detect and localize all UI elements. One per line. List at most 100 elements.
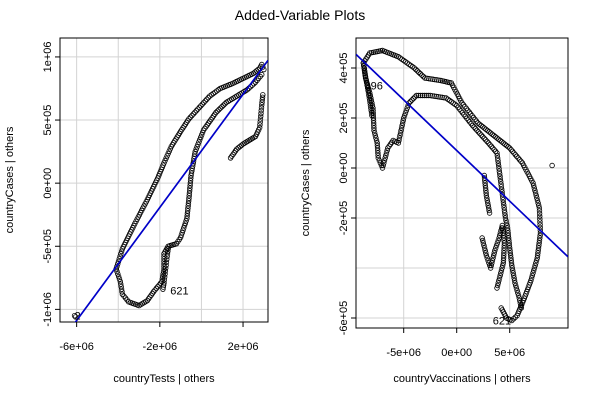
data-point: [498, 184, 505, 190]
data-point: [498, 305, 504, 311]
data-point: [183, 218, 189, 224]
data-point: [395, 140, 402, 146]
data-point: [494, 155, 501, 161]
data-point: [365, 87, 371, 94]
data-point: [416, 69, 422, 75]
data-point: [501, 202, 507, 208]
data-point: [484, 138, 490, 145]
data-point: [198, 132, 205, 138]
data-point: [536, 237, 543, 244]
data-point: [185, 205, 191, 212]
data-point: [181, 225, 187, 231]
data-point: [496, 171, 503, 177]
data-point: [419, 72, 425, 78]
data-point: [474, 127, 480, 133]
data-point: [513, 285, 520, 291]
data-point: [118, 251, 124, 257]
data-point: [514, 153, 520, 160]
data-point: [193, 107, 200, 114]
data-point: [396, 137, 402, 144]
data-point: [367, 102, 374, 109]
data-point: [258, 113, 264, 119]
data-point: [372, 132, 378, 139]
y-tick-label: 0e+00: [338, 153, 350, 184]
data-point: [536, 240, 542, 246]
data-point: [119, 289, 125, 295]
data-point: [480, 237, 486, 244]
data-point: [368, 107, 374, 114]
data-point: [380, 162, 386, 169]
data-point: [509, 265, 515, 271]
data-point: [259, 99, 265, 106]
data-point: [531, 265, 538, 271]
data-point: [535, 245, 542, 251]
data-point: [507, 247, 513, 254]
data-point: [498, 178, 504, 185]
data-point: [199, 129, 206, 136]
data-point: [496, 275, 503, 281]
data-point: [402, 110, 409, 116]
data-point: [499, 225, 506, 231]
data-point: [490, 252, 497, 259]
data-point: [491, 250, 497, 256]
data-point: [379, 165, 386, 171]
data-point: [537, 213, 543, 220]
data-point: [500, 257, 507, 264]
data-point: [163, 265, 169, 271]
y-tick-label: 0e+00: [42, 168, 54, 199]
data-point: [362, 71, 368, 77]
data-point: [163, 259, 170, 265]
data-point: [478, 132, 484, 138]
data-point: [428, 76, 434, 82]
data-point: [430, 76, 436, 82]
data-point: [192, 148, 198, 155]
data-point: [375, 152, 381, 159]
data-point: [397, 132, 403, 139]
data-point: [517, 300, 523, 306]
data-point: [471, 124, 477, 130]
data-point: [483, 252, 490, 259]
data-point: [370, 117, 377, 124]
data-point: [165, 248, 171, 255]
data-point: [259, 102, 265, 108]
y-tick-label: 4e+05: [338, 53, 350, 84]
data-point: [161, 277, 168, 283]
data-point: [259, 97, 265, 103]
data-point: [490, 145, 496, 151]
x-tick-label: 2e+06: [228, 341, 259, 353]
data-point: [220, 102, 227, 108]
data-point: [417, 92, 424, 99]
data-point: [184, 210, 191, 217]
data-point: [397, 130, 404, 136]
data-point: [160, 286, 166, 292]
data-point: [530, 270, 536, 276]
data-point: [509, 148, 516, 155]
data-point: [510, 267, 516, 274]
data-point: [413, 92, 420, 99]
data-point: [532, 262, 538, 269]
data-point: [187, 180, 194, 186]
data-point: [495, 280, 501, 286]
data-point: [485, 205, 492, 211]
point-id-label: 2: [75, 311, 81, 323]
data-point: [371, 127, 377, 134]
data-point: [482, 180, 488, 186]
data-point: [487, 141, 493, 148]
data-point: [533, 192, 539, 199]
data-point: [536, 202, 542, 209]
x-axis-label: countryTests | others: [113, 373, 215, 385]
data-point: [381, 157, 388, 164]
y-tick-label: -2e+05: [338, 201, 350, 236]
data-point: [486, 207, 492, 214]
data-point: [374, 145, 381, 151]
data-point: [205, 94, 211, 101]
data-point: [530, 182, 537, 189]
points-group: [360, 47, 555, 324]
data-point: [497, 176, 504, 182]
data-point: [500, 232, 507, 239]
data-point: [536, 205, 543, 211]
data-point: [118, 281, 124, 287]
data-point: [404, 105, 410, 111]
data-point: [188, 175, 194, 181]
data-point: [511, 150, 517, 156]
